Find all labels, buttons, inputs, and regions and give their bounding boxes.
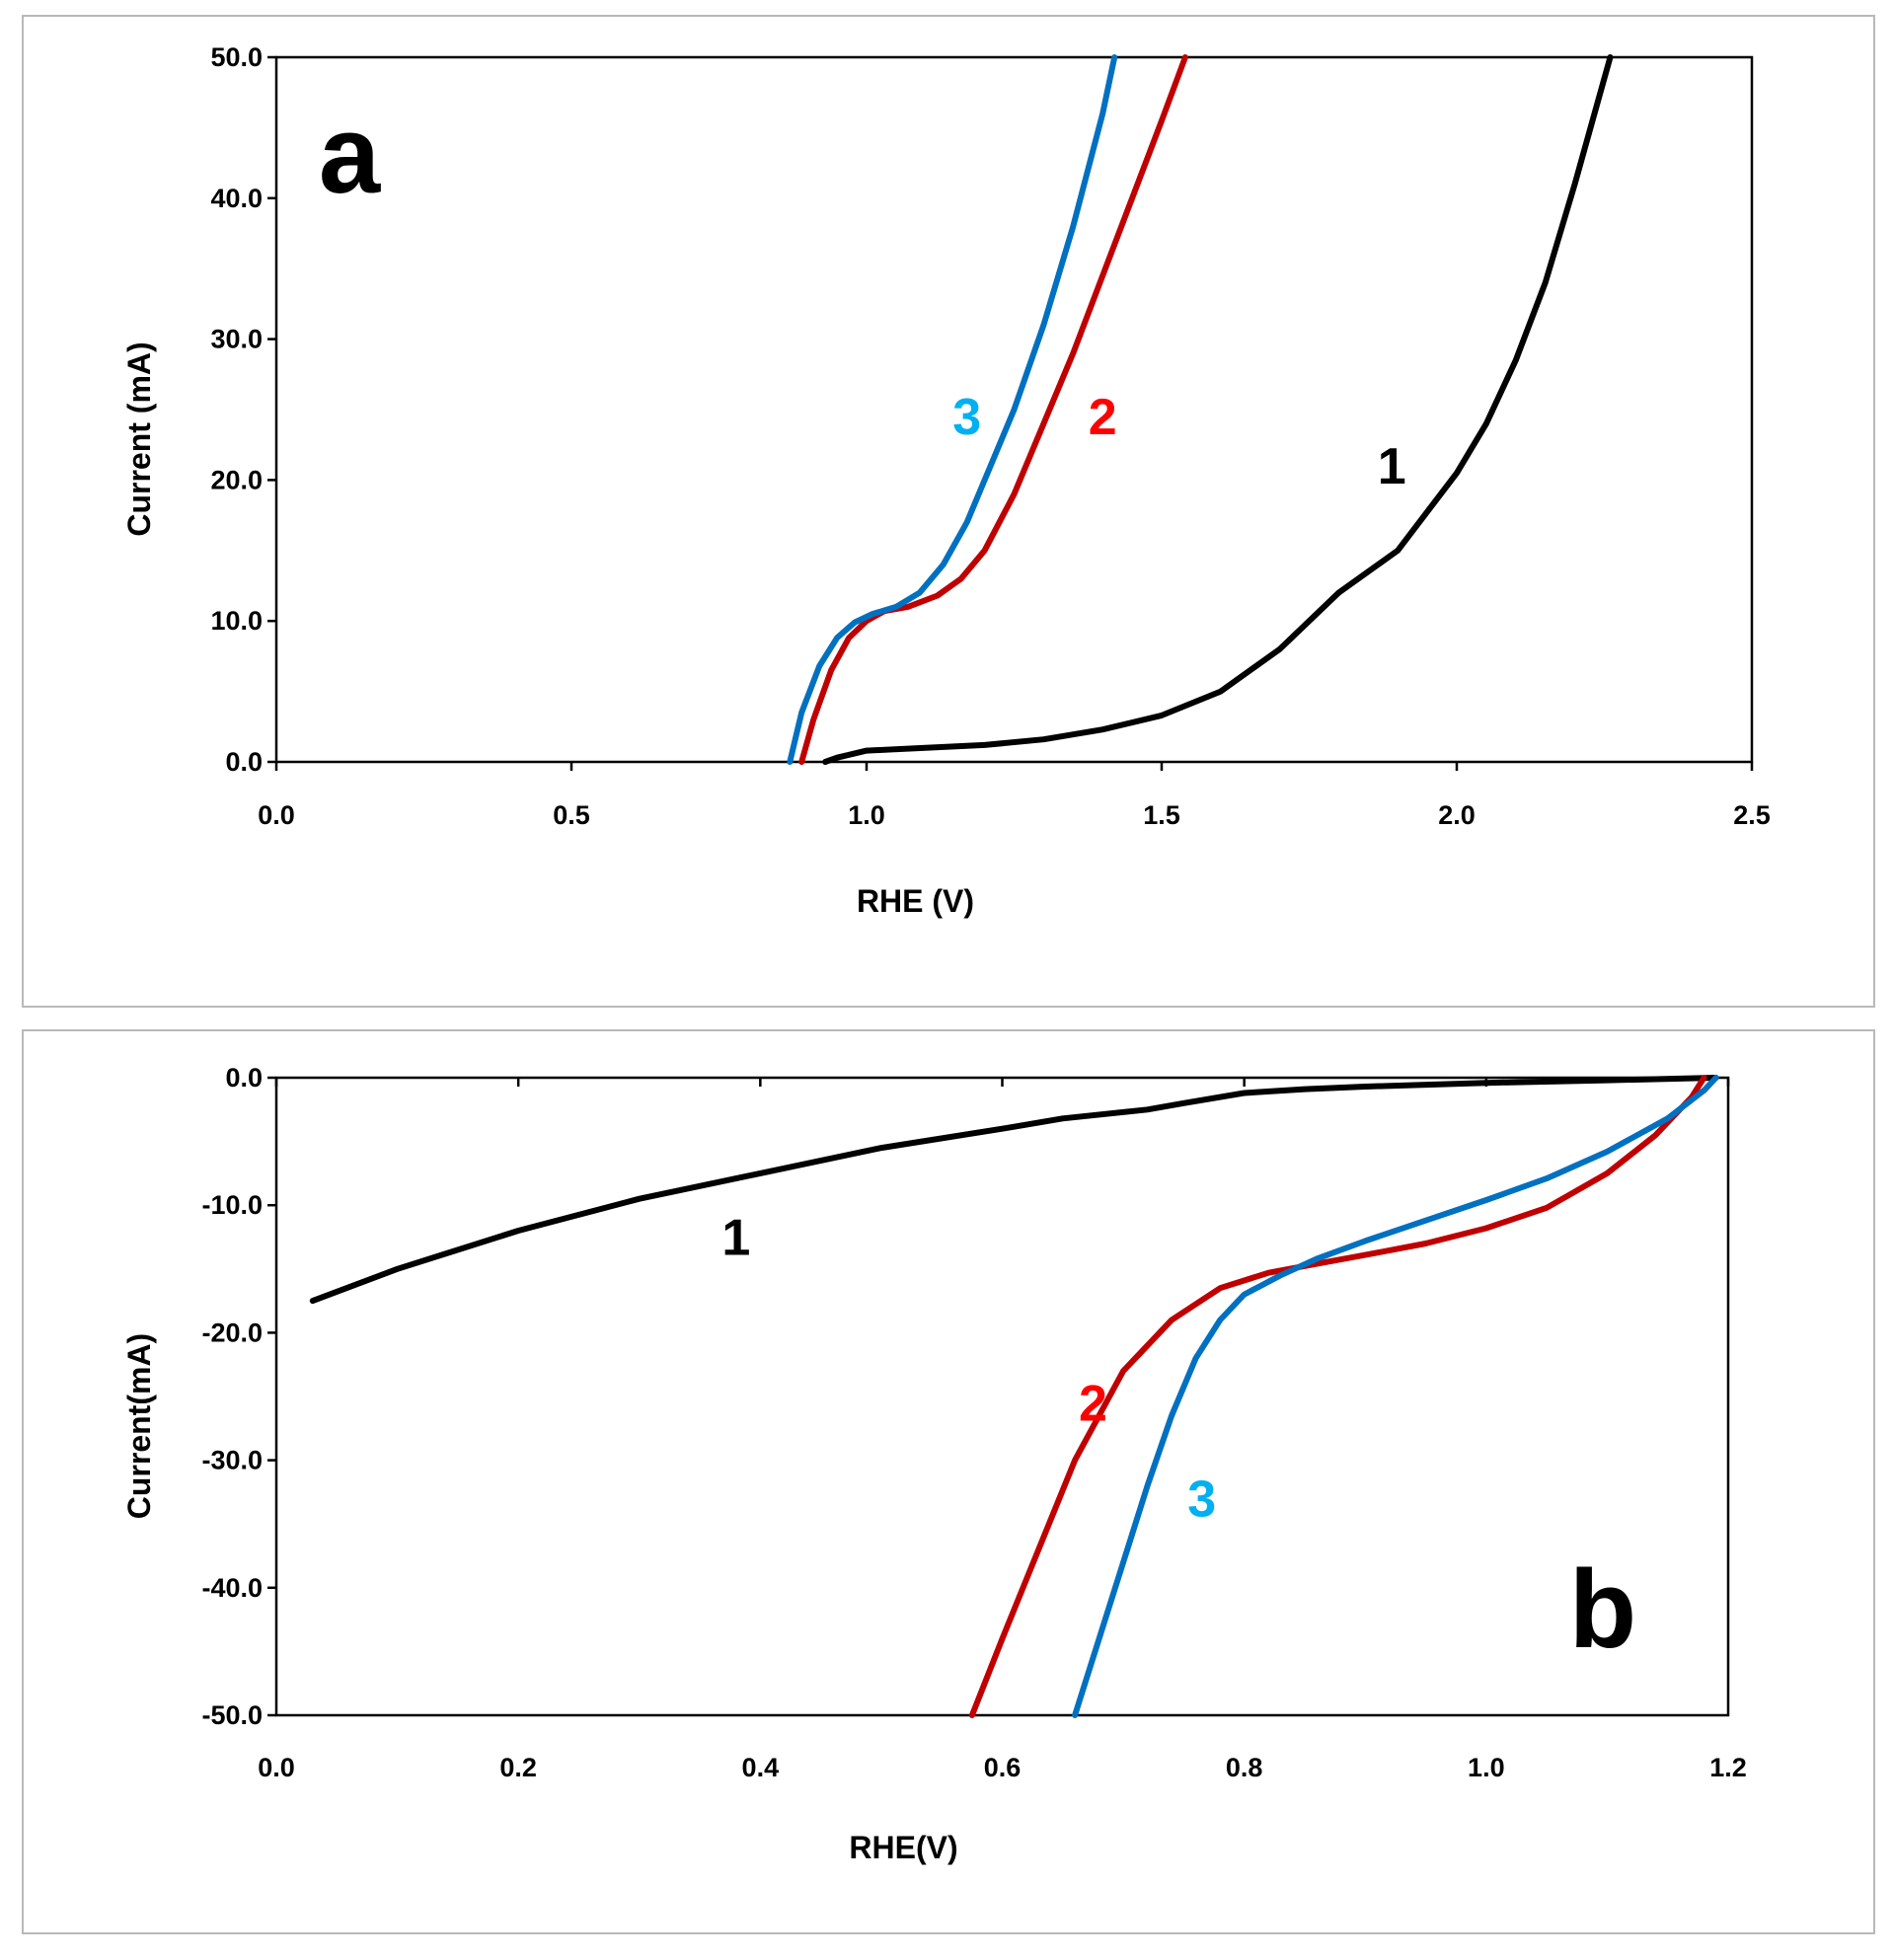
x-tick-label-b: 0.2 — [499, 1753, 537, 1782]
y-tick-label-a: 20.0 — [210, 465, 263, 494]
x-tick-label-b: 0.4 — [742, 1753, 780, 1782]
series-line-a-3 — [787, 54, 1118, 765]
panel-letter-a: a — [319, 93, 381, 216]
y-tick-label-a: 10.0 — [210, 606, 263, 636]
x-tick-label-a: 2.0 — [1438, 800, 1476, 830]
chart-a-canvas: 0.0 0.5 1.0 1.5 2.0 2.5 0.0 10.0 20.0 30.0 40.0 50.… — [121, 42, 1771, 919]
chart-panel-a: 0.0 0.5 1.0 1.5 2.0 2.5 0.0 10.0 20.0 30.0 40.0 50.… — [22, 15, 1875, 1008]
y-axis-title-b: Current(mA) — [121, 1333, 157, 1519]
y-tick-label-a: 50.0 — [210, 42, 263, 72]
panel-letter-b: b — [1569, 1547, 1636, 1671]
x-tick-label-b: 0.8 — [1226, 1753, 1263, 1782]
x-tick-label-b: 0.6 — [984, 1753, 1022, 1782]
x-tick-label-a: 0.0 — [258, 800, 295, 830]
y-tick-label-b: -20.0 — [201, 1318, 263, 1347]
x-axis-title-a: RHE (V) — [857, 883, 974, 919]
y-axis-title-a: Current (mA) — [121, 341, 157, 536]
series-label-b-2: 2 — [1079, 1375, 1107, 1432]
x-tick-label-b: 1.2 — [1709, 1753, 1747, 1782]
plot-area-a — [274, 55, 1754, 764]
series-label-a-2: 2 — [1089, 389, 1117, 446]
series-label-b-1: 1 — [721, 1210, 750, 1267]
x-tick-label-a: 1.0 — [848, 800, 885, 830]
series-line-b-3 — [1072, 1075, 1719, 1718]
x-tick-label-a: 0.5 — [553, 800, 590, 830]
series-line-b-1 — [309, 1075, 1719, 1305]
y-tick-label-a: 40.0 — [210, 184, 263, 213]
series-line-a-1 — [822, 54, 1614, 765]
chart-panel-b: 0.0 0.2 0.4 0.6 0.8 1.0 1.2 0.0 -10.0 -20.0 -30.0 -… — [22, 1029, 1875, 1934]
y-tick-label-b: 0.0 — [225, 1063, 263, 1093]
y-tick-label-a: 30.0 — [210, 325, 263, 354]
y-tick-label-b: -10.0 — [201, 1190, 263, 1220]
series-line-a-2 — [798, 54, 1188, 765]
series-line-b-2 — [968, 1075, 1707, 1718]
chart-b-canvas: 0.0 0.2 0.4 0.6 0.8 1.0 1.2 0.0 -10.0 -20.0 -30.0 -… — [121, 1063, 1747, 1865]
series-label-a-1: 1 — [1378, 438, 1406, 495]
y-tick-label-b: -50.0 — [201, 1700, 263, 1730]
x-tick-label-b: 0.0 — [258, 1753, 295, 1782]
y-tick-label-a: 0.0 — [225, 747, 263, 777]
x-tick-label-a: 1.5 — [1143, 800, 1180, 830]
series-label-a-3: 3 — [952, 389, 981, 446]
series-label-b-3: 3 — [1187, 1470, 1216, 1528]
x-tick-label-b: 1.0 — [1468, 1753, 1505, 1782]
plot-area-b — [274, 1076, 1730, 1717]
y-tick-label-b: -40.0 — [201, 1573, 263, 1603]
x-tick-label-a: 2.5 — [1733, 800, 1771, 830]
y-tick-label-b: -30.0 — [201, 1446, 263, 1475]
x-axis-title-b: RHE(V) — [849, 1830, 957, 1865]
